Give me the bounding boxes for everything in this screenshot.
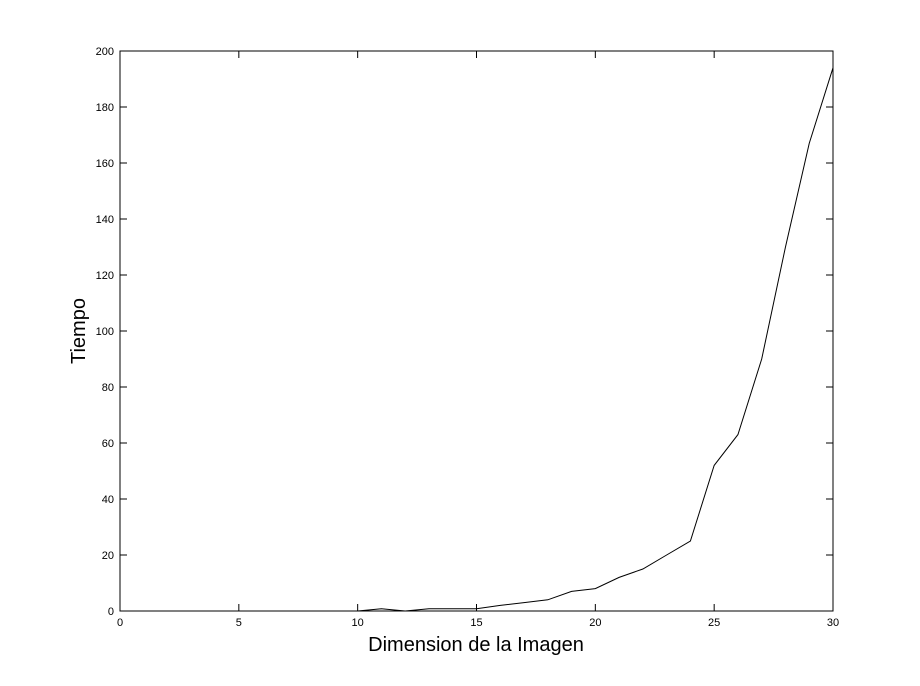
y-tick-label: 200: [96, 46, 114, 58]
y-tick-label: 160: [96, 158, 114, 170]
series-layer: [357, 67, 834, 612]
x-tick-label: 15: [470, 617, 482, 629]
y-tick-label: 60: [102, 438, 114, 450]
y-tick-label: 40: [102, 494, 114, 506]
x-axis: 0 5 10 15 20 25 30: [117, 51, 839, 629]
y-tick-label: 100: [96, 326, 114, 338]
y-axis-label: Tiempo: [68, 298, 90, 364]
x-tick-label: 30: [827, 617, 839, 629]
y-tick-label: 80: [102, 382, 114, 394]
y-axis: 0 20 40 60 80 100 120 140 160 180 200: [96, 46, 833, 618]
x-axis-label: Dimension de la Imagen: [368, 634, 584, 656]
y-tick-label: 120: [96, 270, 114, 282]
y-tick-label: 140: [96, 214, 114, 226]
y-tick-label: 20: [102, 550, 114, 562]
x-tick-label: 20: [589, 617, 601, 629]
x-tick-label: 10: [352, 617, 364, 629]
y-tick-label: 0: [108, 606, 114, 618]
plot-area: [119, 50, 834, 612]
x-tick-label: 5: [236, 617, 242, 629]
y-tick-label: 180: [96, 102, 114, 114]
series-line: [357, 67, 834, 612]
x-tick-label: 25: [708, 617, 720, 629]
x-tick-label: 0: [117, 617, 123, 629]
